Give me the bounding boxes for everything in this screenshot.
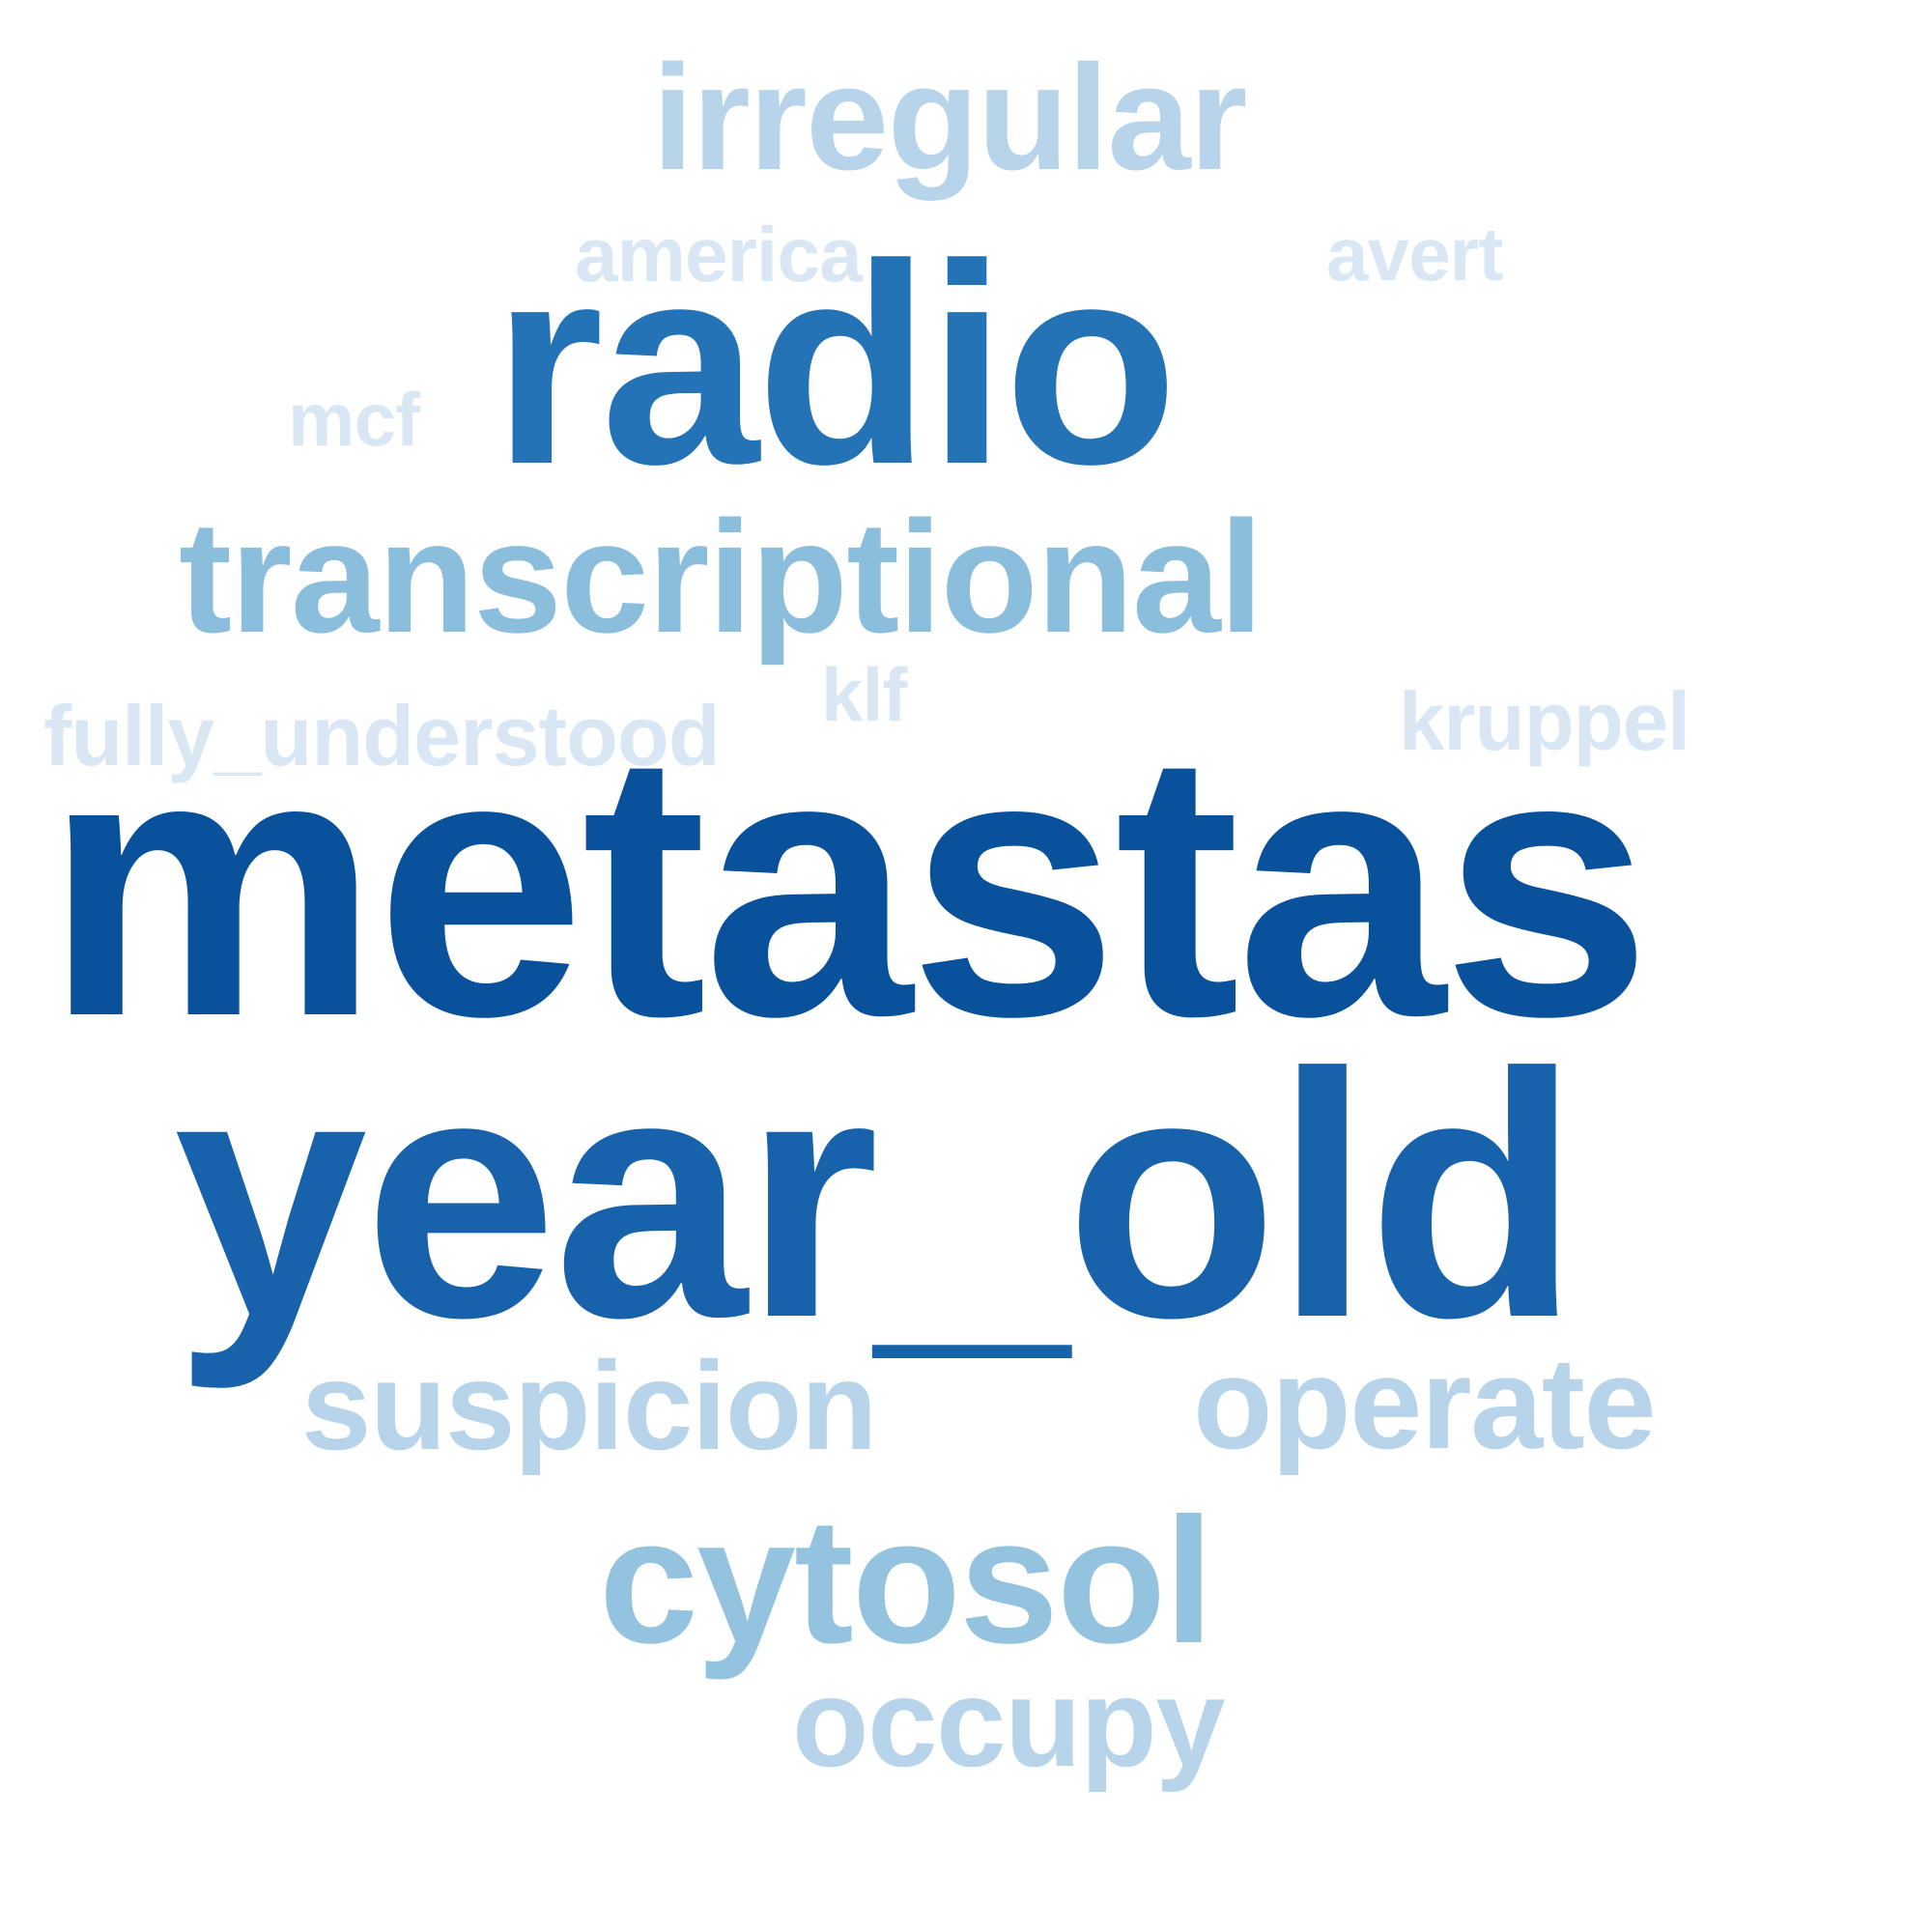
word-year-old: year_old: [174, 1002, 1580, 1390]
word-america: america: [575, 212, 863, 298]
word-radio: radio: [493, 205, 1178, 524]
word-kruppel: kruppel: [1399, 676, 1690, 768]
word-metastas: metastas: [44, 673, 1652, 1094]
word-transcriptional: transcriptional: [179, 488, 1264, 666]
word-occupy: occupy: [792, 1652, 1226, 1793]
word-klf: klf: [821, 652, 907, 737]
word-suspicion: suspicion: [301, 1335, 877, 1476]
word-avert: avert: [1326, 212, 1503, 297]
word-irregular: irregular: [652, 34, 1247, 201]
word-mcf: mcf: [288, 377, 420, 462]
word-cytosol: cytosol: [599, 1482, 1214, 1681]
word-operate: operate: [1193, 1330, 1657, 1476]
word-fully-understood: fully_understood: [43, 688, 721, 783]
